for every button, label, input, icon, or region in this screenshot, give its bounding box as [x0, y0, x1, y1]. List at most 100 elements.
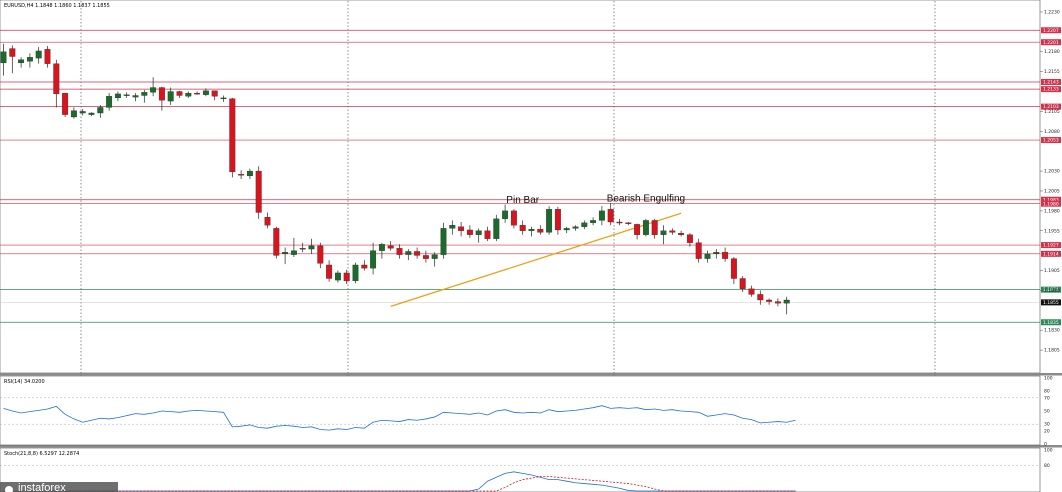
bullish-candle: [123, 94, 130, 96]
bearish-candle: [414, 251, 421, 256]
bullish-candle: [370, 250, 377, 269]
bullish-candle: [590, 220, 597, 223]
price-tick-label: 1.1830: [1044, 328, 1060, 334]
bullish-candle: [150, 87, 157, 93]
bearish-candle: [53, 63, 60, 95]
bullish-candle: [185, 92, 192, 97]
bullish-candle: [581, 222, 588, 227]
bearish-candle: [264, 217, 271, 226]
rsi-tick-label: 30: [1044, 422, 1050, 428]
bearish-candle: [158, 87, 165, 101]
rsi-tick-label: 80: [1044, 389, 1050, 395]
bullish-candle: [220, 97, 227, 100]
price-tick-label: 1.2105: [1044, 109, 1060, 115]
rsi-tick-label: 0: [1044, 442, 1047, 448]
price-tick-label: 1.2005: [1044, 188, 1060, 194]
bullish-candle: [97, 107, 104, 114]
bullish-candle: [106, 96, 113, 108]
stoch-tick-label: 80: [1044, 463, 1050, 469]
bullish-candle: [440, 228, 447, 255]
rsi-line: [3, 405, 796, 431]
rsi-tick-label: 100: [1044, 376, 1053, 382]
bearish-candle: [211, 90, 218, 97]
stoch-signal-line: [3, 476, 796, 492]
resistance-level-label: 1.2053: [1043, 138, 1059, 144]
resistance-level-tag: [1041, 78, 1061, 85]
bullish-candle: [405, 251, 412, 255]
bullish-candle: [598, 210, 605, 221]
vertical-gridlines: [80, 1, 936, 492]
bullish-candle: [660, 230, 667, 235]
resistance-level-label: 1.1914: [1043, 251, 1059, 257]
stoch-lines: [3, 471, 796, 492]
resistance-level-tag: [1041, 250, 1061, 257]
bearish-candle: [255, 170, 262, 213]
price-tick-label: 1.1955: [1044, 228, 1060, 234]
bullish-candle: [141, 92, 148, 96]
bullish-candle: [563, 228, 570, 231]
bullish-candle: [167, 91, 174, 102]
bullish-candle: [546, 209, 553, 233]
rsi-panel-frame: [0, 375, 1041, 446]
bearish-candle: [678, 232, 685, 235]
resistance-level-tag: [1041, 200, 1061, 207]
bullish-candle: [282, 252, 289, 254]
bullish-candle: [783, 299, 790, 304]
bullish-candle: [352, 264, 359, 282]
bullish-candle: [378, 244, 385, 251]
resistance-level-tag: [1041, 103, 1061, 110]
bearish-candle: [607, 209, 614, 223]
bullish-candle: [493, 218, 500, 239]
bullish-candle: [0, 51, 7, 64]
bullish-candle: [642, 220, 649, 235]
bullish-candle: [308, 245, 315, 250]
pattern-annotation: Bearish Engulfing: [607, 193, 685, 204]
resistance-level-label: 1.1983: [1043, 197, 1059, 203]
resistance-level-tag: [1041, 137, 1061, 144]
bearish-candle: [669, 230, 676, 233]
bearish-candle: [625, 222, 632, 224]
bearish-candle: [326, 264, 333, 279]
bearish-candle: [739, 278, 746, 289]
bearish-candle: [387, 245, 394, 249]
price-tick-label: 1.1905: [1044, 268, 1060, 274]
current-price-label: 1.1855: [1043, 300, 1059, 306]
support-level-label: 1.1874: [1043, 287, 1059, 293]
resistance-level-label: 1.2201: [1043, 40, 1059, 46]
stoch-axis: 100 80: [1044, 448, 1053, 470]
panel-separator: [0, 373, 1062, 376]
bullish-candle: [704, 253, 711, 259]
price-tick-label: 1.1980: [1044, 208, 1060, 214]
bullish-candle: [502, 210, 509, 219]
support-level-tag: [1041, 286, 1061, 293]
bearish-candle: [722, 252, 729, 259]
rsi-tick-label: 20: [1044, 428, 1050, 434]
bearish-candle: [9, 48, 16, 57]
resistance-level-label: 1.2133: [1043, 87, 1059, 93]
resistance-level-tag: [1041, 27, 1061, 34]
bearish-candle: [510, 210, 517, 226]
price-tick-label: 1.2155: [1044, 69, 1060, 75]
bullish-candle: [334, 272, 341, 281]
support-level-label: 1.1835: [1043, 320, 1059, 326]
price-tick-label: 1.2030: [1044, 169, 1060, 175]
bearish-candle: [238, 174, 245, 176]
annotations: Pin Bar Bearish Engulfing: [506, 193, 685, 206]
bullish-candle: [528, 229, 535, 231]
bullish-candle: [202, 90, 209, 95]
pattern-annotation: Pin Bar: [506, 195, 539, 206]
price-tick-label: 1.1880: [1044, 288, 1060, 294]
rsi-gridlines: [0, 397, 1040, 425]
watermark-background: [0, 482, 118, 492]
bearish-candle: [537, 229, 544, 233]
bearish-candle: [273, 228, 280, 256]
rsi-tick-label: 70: [1044, 395, 1050, 401]
bearish-candle: [757, 294, 764, 301]
bearish-candle: [686, 234, 693, 243]
stoch-tick-label: 100: [1044, 448, 1053, 454]
bullish-candle: [449, 225, 456, 229]
watermark-logo-icon: [5, 486, 13, 492]
bearish-candle: [396, 248, 403, 255]
bearish-candle: [343, 272, 350, 282]
